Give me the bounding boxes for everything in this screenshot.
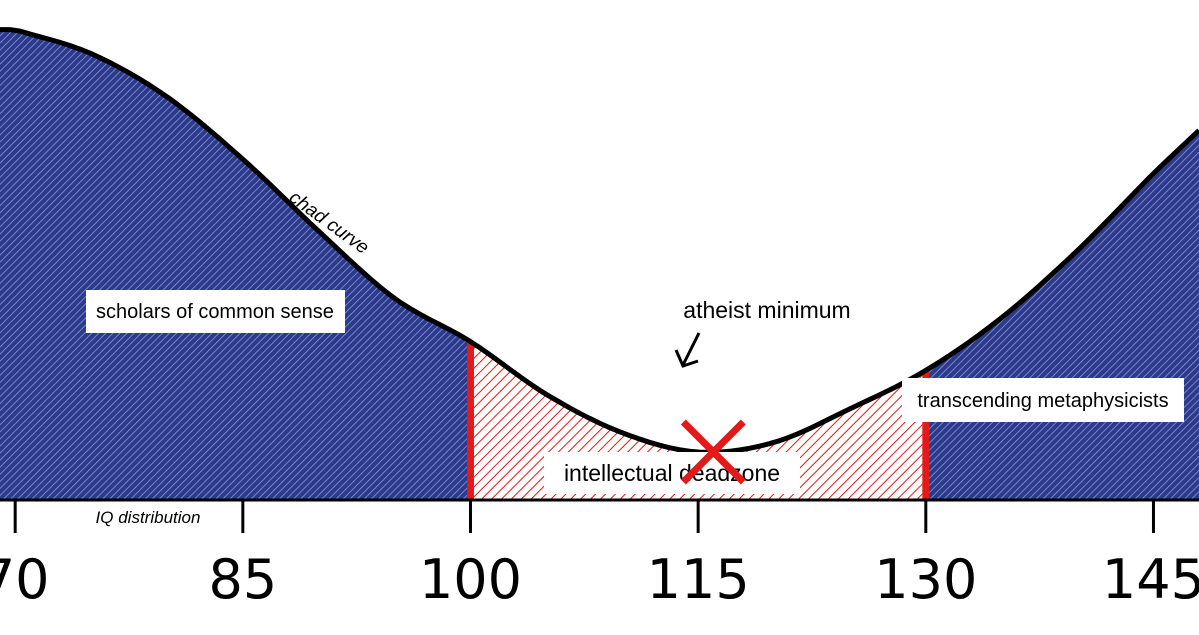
x-marker-stroke-1 [680,419,746,485]
region-label-deadzone-box [544,452,800,494]
xlabel-box [62,503,232,530]
region-label-scholars-box [86,290,345,333]
x-tick-label-70: 70 [0,548,50,611]
x-tick-label-100: 100 [419,548,522,611]
x-axis-label: IQ distribution [96,508,201,527]
region-area-0 [0,29,471,500]
x-axis-ticks: 70 85 100 115 130 145 [0,500,1199,611]
x-tick-label-130: 130 [874,548,977,611]
region-label-transcending-box [902,378,1184,422]
atheist-minimum-label: atheist minimum [683,297,850,323]
region-label-transcending: transcending metaphysicists [902,378,1184,422]
region-label-deadzone: intellectual deadzone [544,452,800,494]
regions-layer [0,29,1199,500]
x-tick-label-115: 115 [647,548,750,611]
region-label-transcending-text: transcending metaphysicists [917,390,1168,412]
x-tick-label-85: 85 [208,548,277,611]
region-label-scholars: scholars of common sense [86,290,345,333]
chad-curve-line [0,27,1199,455]
region-label-scholars-text: scholars of common sense [96,301,334,323]
atheist-minimum-arrow-icon [674,332,701,368]
region-label-deadzone-text: intellectual deadzone [564,460,780,486]
region-area-2 [925,130,1199,500]
x-tick-label-145: 145 [1102,548,1199,611]
atheist-minimum-x-marker [680,419,746,485]
